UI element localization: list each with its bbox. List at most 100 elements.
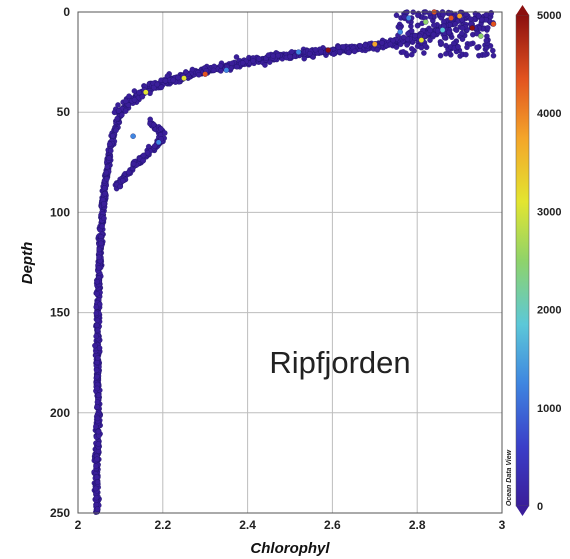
- data-point: [443, 51, 449, 57]
- data-point: [475, 13, 482, 19]
- data-point: [456, 13, 463, 19]
- data-points: [91, 9, 497, 515]
- data-point: [116, 108, 122, 114]
- data-point: [95, 428, 102, 435]
- data-point: [131, 88, 138, 94]
- data-point: [158, 126, 164, 132]
- data-point: [136, 89, 142, 96]
- data-point: [374, 47, 381, 53]
- x-tick-label: 2: [75, 518, 82, 532]
- colorbar-tick-label: 3000: [537, 206, 561, 218]
- data-point: [94, 373, 100, 380]
- data-point: [104, 164, 111, 170]
- data-point: [478, 16, 485, 23]
- data-point: [93, 310, 100, 317]
- y-tick-label: 200: [50, 406, 70, 420]
- data-point: [340, 44, 347, 50]
- data-point: [400, 34, 407, 41]
- data-point: [102, 190, 108, 197]
- data-point: [452, 21, 458, 27]
- data-point: [346, 49, 352, 56]
- data-point: [256, 56, 262, 62]
- data-point: [108, 147, 114, 154]
- data-point: [426, 10, 433, 17]
- data-point: [301, 55, 307, 62]
- data-point: [101, 185, 108, 191]
- data-point: [140, 152, 147, 159]
- colorbar-gradient: [515, 14, 530, 507]
- data-point: [262, 62, 268, 68]
- colorbar-credit: Ocean Data View: [506, 449, 513, 506]
- data-point: [218, 68, 224, 74]
- data-point: [94, 322, 100, 329]
- data-point: [196, 72, 202, 78]
- data-point: [147, 116, 153, 123]
- data-point: [93, 333, 99, 340]
- data-point: [409, 46, 415, 52]
- data-point: [106, 155, 112, 161]
- data-point: [336, 49, 343, 55]
- data-point: [101, 201, 107, 207]
- data-point: [483, 37, 490, 44]
- data-point: [144, 149, 151, 156]
- x-tick-label: 2.4: [239, 518, 256, 532]
- data-point: [427, 27, 433, 34]
- data-point: [372, 41, 378, 47]
- x-axis-title: Chlorophyl: [250, 540, 330, 557]
- data-point: [110, 133, 116, 139]
- data-point: [93, 494, 100, 501]
- colorbar-tick-label: 5000: [537, 10, 561, 22]
- data-point: [325, 47, 331, 53]
- data-point: [106, 141, 113, 147]
- colorbar-tick-labels: 0 1000 2000 3000 4000 5000: [537, 10, 561, 513]
- data-point: [113, 127, 119, 134]
- data-point: [467, 41, 474, 47]
- data-point: [158, 84, 165, 91]
- data-point: [474, 30, 480, 37]
- data-point: [130, 160, 137, 167]
- data-point: [120, 177, 126, 184]
- data-point: [414, 22, 421, 29]
- data-point: [490, 52, 497, 59]
- data-point: [464, 44, 470, 51]
- data-point: [455, 44, 461, 50]
- data-point: [223, 67, 230, 73]
- data-point: [459, 30, 465, 37]
- data-point: [143, 89, 149, 95]
- colorbar: 0 1000 2000 3000 4000 5000 Ocean Data View: [506, 5, 561, 516]
- data-point: [437, 52, 444, 59]
- data-point: [483, 12, 490, 18]
- data-point: [162, 130, 168, 136]
- data-point: [94, 385, 100, 392]
- data-point: [94, 456, 100, 462]
- data-point: [434, 28, 441, 34]
- data-point: [482, 52, 488, 58]
- data-point: [162, 78, 169, 84]
- data-point: [467, 16, 474, 22]
- data-point: [114, 115, 121, 122]
- data-point: [122, 108, 129, 114]
- data-point: [95, 441, 102, 447]
- data-point: [490, 21, 497, 27]
- data-point: [181, 75, 187, 81]
- data-point: [104, 176, 110, 182]
- data-point: [427, 37, 433, 43]
- data-point: [453, 27, 460, 33]
- data-point: [122, 98, 129, 104]
- data-point: [239, 60, 246, 66]
- data-point: [94, 317, 101, 324]
- data-point: [393, 12, 400, 19]
- data-point: [103, 169, 110, 176]
- data-point: [418, 44, 425, 51]
- data-point: [397, 29, 403, 35]
- data-point: [94, 404, 100, 410]
- plot-frame: [77, 11, 503, 514]
- data-point: [233, 54, 240, 60]
- data-point: [125, 169, 132, 176]
- data-point: [318, 48, 324, 55]
- data-point: [170, 77, 176, 83]
- data-point: [443, 42, 449, 49]
- y-tick-label: 0: [63, 5, 70, 19]
- data-point: [234, 64, 240, 70]
- data-point: [119, 112, 125, 118]
